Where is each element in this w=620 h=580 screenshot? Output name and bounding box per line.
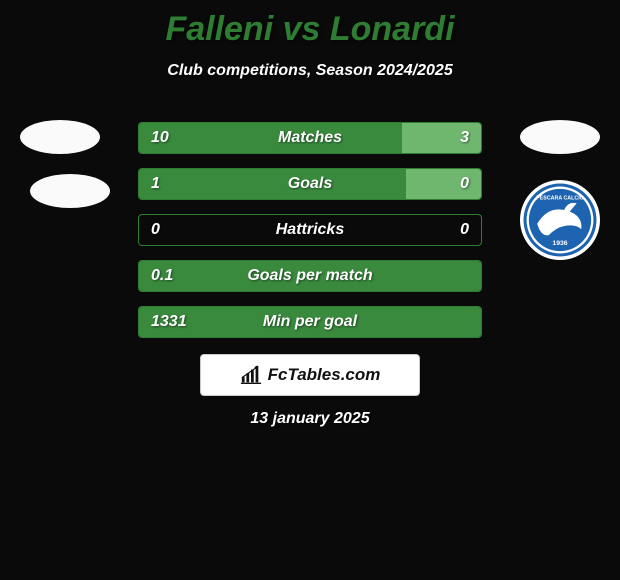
bar-chart-icon bbox=[240, 364, 262, 386]
player-left-avatar-placeholder-1 bbox=[20, 120, 100, 154]
player-left-avatar-placeholder-2 bbox=[30, 174, 110, 208]
svg-text:PESCARA CALCIO: PESCARA CALCIO bbox=[536, 195, 584, 201]
badge-year: 1936 bbox=[552, 240, 567, 247]
brand-box: FcTables.com bbox=[200, 354, 420, 396]
club-badge-right: PESCARA CALCIO 1936 bbox=[520, 180, 600, 260]
stat-row: 10Goals bbox=[138, 168, 482, 200]
page-subtitle: Club competitions, Season 2024/2025 bbox=[0, 62, 620, 80]
stat-label: Min per goal bbox=[139, 313, 481, 331]
comparison-infographic: Falleni vs Lonardi Club competitions, Se… bbox=[0, 0, 620, 580]
player-right-avatar-placeholder bbox=[520, 120, 600, 154]
stat-label: Matches bbox=[139, 129, 481, 147]
stat-label: Hattricks bbox=[139, 221, 481, 239]
stat-row: 103Matches bbox=[138, 122, 482, 154]
stat-row: 00Hattricks bbox=[138, 214, 482, 246]
stats-container: 103Matches 10Goals 00Hattricks 0.1Goals per… bbox=[138, 122, 482, 338]
stat-label: Goals bbox=[139, 175, 481, 193]
page-title: Falleni vs Lonardi bbox=[0, 10, 620, 49]
brand-text: FcTables.com bbox=[268, 365, 381, 385]
dolphin-badge-icon: PESCARA CALCIO 1936 bbox=[522, 182, 598, 258]
stat-row: 1331Min per goal bbox=[138, 306, 482, 338]
stat-row: 0.1Goals per match bbox=[138, 260, 482, 292]
stat-label: Goals per match bbox=[139, 267, 481, 285]
date-text: 13 january 2025 bbox=[0, 410, 620, 428]
